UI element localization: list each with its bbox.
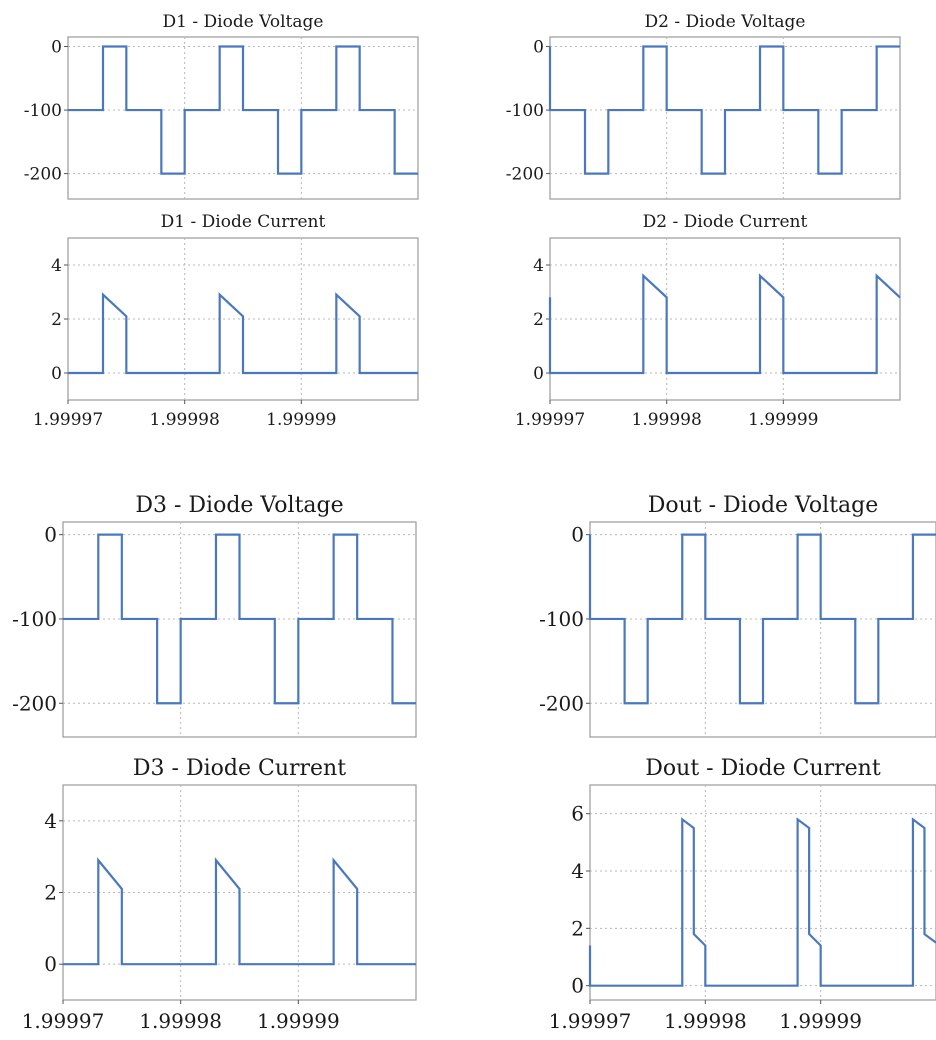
x-tick-label: 1.99999 [748,410,818,430]
y-tick-label: 4 [571,859,584,883]
chart-panel-5: D3 - Diode Voltage 0 -100 -200 [12,493,417,738]
y-tick-label: 4 [44,809,57,833]
waveform-trace [63,857,416,966]
waveform-trace [588,533,936,705]
y-tick-label: 2 [44,881,57,905]
y-tick-label: -200 [506,165,544,185]
chart-title: D3 - Diode Voltage [135,493,343,518]
chart-panel-8: Dout - Diode Current 6 4 2 0 1.99997 1.99998 1.… [549,756,936,1033]
x-tick-label: 1.99997 [22,1009,105,1033]
x-tick-label: 1.99998 [664,1009,747,1033]
y-tick-label: 2 [571,916,584,940]
y-tick-label: -100 [24,101,62,121]
y-tick-label: 6 [571,802,584,826]
y-tick-label: 4 [51,256,62,276]
x-tick-label: 1.99998 [632,410,702,430]
chart-title: D3 - Diode Current [133,756,346,781]
y-tick-label: 4 [533,256,544,276]
waveform-trace [63,533,416,705]
chart-panel-2: D1 - Diode Current 4 2 0 1.99997 1.99998 1.999… [33,212,419,430]
chart-title: D2 - Diode Current [643,212,808,232]
waveform-trace [548,45,900,175]
y-tick-label: -200 [24,165,62,185]
chart-title: Dout - Diode Current [645,756,881,781]
y-tick-label: -100 [506,101,544,121]
y-tick-label: -200 [12,691,57,715]
y-tick-label: -100 [12,607,57,631]
y-tick-label: 0 [571,974,584,998]
x-tick-label: 1.99999 [266,410,336,430]
x-tick-label: 1.99997 [33,410,103,430]
x-tick-label: 1.99999 [779,1009,862,1033]
y-tick-label: 2 [51,310,62,330]
y-tick-label: 0 [44,952,57,976]
chart-title: Dout - Diode Voltage [648,493,879,518]
y-tick-label: 2 [533,310,544,330]
waveform-trace [68,292,418,375]
y-tick-label: -100 [539,607,584,631]
x-tick-label: 1.99997 [515,410,585,430]
x-tick-label: 1.99998 [150,410,220,430]
plot-area [589,784,936,1001]
chart-panel-7: Dout - Diode Voltage 0 -100 -200 [539,493,936,738]
y-tick-label: 0 [533,364,544,384]
x-tick-label: 1.99997 [549,1009,632,1033]
waveform-trace [588,817,936,987]
chart-title: D2 - Diode Voltage [645,12,806,32]
y-tick-label: 0 [571,523,584,547]
waveform-trace [68,45,418,175]
chart-title: D1 - Diode Voltage [163,12,324,32]
y-tick-label: 0 [533,38,544,58]
y-tick-label: 0 [51,364,62,384]
chart-title: D1 - Diode Current [161,212,326,232]
x-tick-label: 1.99998 [139,1009,222,1033]
y-tick-label: -200 [539,691,584,715]
y-tick-label: 0 [44,523,57,547]
chart-panel-4: D2 - Diode Current 4 2 0 1.99997 1.99998 1.999… [515,212,901,430]
x-tick-label: 1.99999 [257,1009,340,1033]
waveform-trace [548,273,901,375]
chart-panel-3: D2 - Diode Voltage 0 -100 -200 [506,12,901,200]
y-tick-label: 0 [51,38,62,58]
chart-panel-6: D3 - Diode Current 4 2 0 1.99997 1.99998 1.999… [22,756,417,1033]
chart-panel-1: D1 - Diode Voltage 0 -100 -200 [24,12,419,200]
